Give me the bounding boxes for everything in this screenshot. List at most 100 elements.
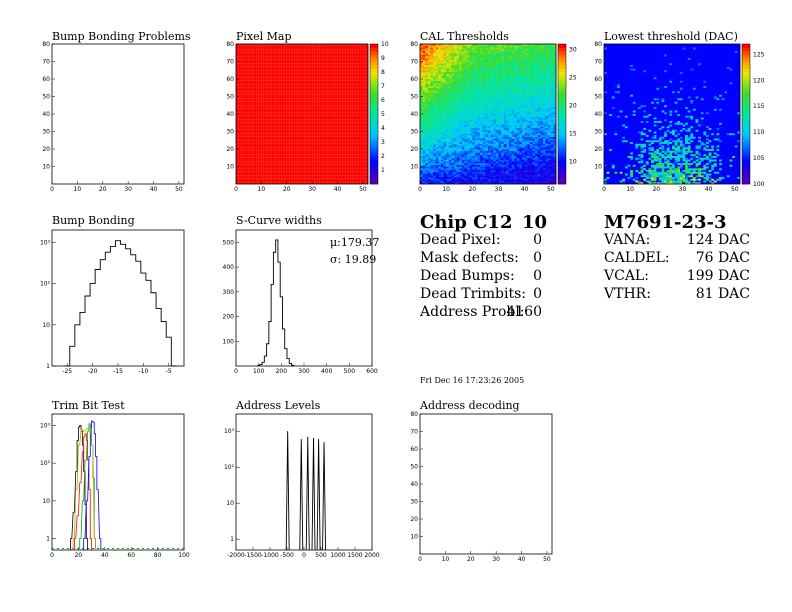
heatmap-cell [535, 117, 538, 120]
heatmap-cell [713, 159, 717, 162]
heatmap-cell [540, 119, 544, 122]
heatmap-cell [433, 156, 436, 158]
heatmap-cell [464, 171, 468, 174]
heatmap-cell [679, 180, 683, 183]
heatmap-cell [461, 115, 465, 118]
heatmap-cell [495, 136, 499, 139]
heatmap-cell [435, 157, 439, 160]
heatmap-cell [467, 80, 470, 83]
heatmap-cell [425, 44, 429, 46]
heatmap-cell [435, 44, 439, 46]
heatmap-cell [422, 156, 426, 158]
heatmap-cell [548, 54, 551, 57]
heatmap-cell [456, 177, 460, 179]
heatmap-cell [524, 149, 528, 151]
heatmap-cell [498, 73, 502, 76]
heatmap-cell [550, 115, 554, 118]
heatmap-cell [438, 149, 442, 151]
heatmap-cell [672, 168, 675, 171]
heatmap-cell [459, 77, 463, 80]
heatmap-cell [553, 107, 557, 109]
heatmap-cell [472, 170, 476, 172]
heatmap-cell [527, 68, 531, 71]
heatmap-cell [443, 86, 447, 88]
heatmap-cell [459, 45, 463, 48]
heatmap-cell [651, 173, 654, 176]
heatmap-cell [516, 94, 520, 97]
heatmap-cell [540, 149, 544, 151]
heatmap-cell [469, 131, 473, 134]
heatmap-cell [553, 136, 557, 139]
heatmap-cell [430, 145, 434, 148]
heatmap-cell [666, 175, 670, 178]
heatmap-cell [553, 91, 557, 94]
heatmap-cell [430, 128, 434, 130]
heatmap-cell [685, 171, 688, 174]
heatmap-cell [545, 121, 549, 123]
heatmap-cell [542, 79, 546, 81]
heatmap-cell [482, 177, 486, 179]
heatmap-cell [420, 157, 423, 160]
heatmap-cell [433, 103, 436, 106]
heatmap-cell [522, 122, 525, 125]
heatmap-cell [480, 131, 483, 134]
heatmap-cell [674, 129, 678, 132]
heatmap-cell [438, 75, 442, 78]
heatmap-cell [519, 180, 523, 183]
heatmap-cell [477, 91, 481, 94]
heatmap-cell [532, 145, 536, 148]
heatmap-cell [503, 133, 507, 136]
heatmap-cell [451, 47, 455, 50]
heatmap-cell [550, 68, 554, 71]
heatmap-cell [454, 115, 457, 118]
heatmap-cell [464, 164, 468, 167]
heatmap-cell [651, 140, 654, 143]
heatmap-cell [472, 115, 476, 118]
heatmap-cell [427, 145, 431, 148]
heatmap-cell [519, 171, 523, 174]
heatmap-cell [553, 163, 557, 165]
heatmap-cell [542, 180, 546, 183]
heatmap-cell [443, 75, 447, 78]
heatmap-cell [669, 156, 673, 158]
heatmap-cell [661, 150, 665, 153]
heatmap-cell [719, 168, 722, 171]
heatmap-cell [430, 96, 434, 99]
heatmap-cell [451, 45, 455, 48]
heatmap-cell [446, 124, 449, 127]
heatmap-cell [459, 112, 463, 115]
heatmap-cell [522, 178, 525, 181]
heatmap-cell [425, 152, 429, 155]
heatmap-cell [446, 77, 449, 80]
heatmap-cell [451, 140, 455, 143]
heatmap-cell [545, 119, 549, 122]
heatmap-cell [438, 117, 442, 120]
heatmap-cell [527, 73, 531, 76]
heatmap-cell [467, 135, 470, 137]
heatmap-cell [430, 140, 434, 143]
heatmap-cell [514, 45, 517, 48]
heatmap-cell [550, 87, 554, 90]
heatmap-cell [438, 177, 442, 179]
heatmap-cell [446, 126, 449, 129]
heatmap-cell [737, 140, 741, 143]
heatmap-cell [435, 114, 439, 116]
heatmap-cell [440, 110, 444, 113]
heatmap-cell [532, 117, 536, 120]
heatmap-cell [535, 86, 538, 88]
heatmap-cell [474, 52, 478, 55]
heatmap-cell [425, 159, 429, 162]
heatmap-cell [422, 157, 426, 160]
heatmap-cell [477, 119, 481, 122]
heatmap-cell [503, 129, 507, 132]
heatmap-cell [448, 44, 452, 46]
heatmap-cell [503, 124, 507, 127]
heatmap-cell [716, 178, 720, 181]
heatmap-cell [461, 59, 465, 62]
heatmap-cell [553, 131, 557, 134]
heatmap-cell [446, 177, 449, 179]
heatmap-cell [501, 52, 504, 55]
heatmap-cell [454, 47, 457, 50]
heatmap-cell [495, 89, 499, 92]
heatmap-cell [506, 103, 510, 106]
